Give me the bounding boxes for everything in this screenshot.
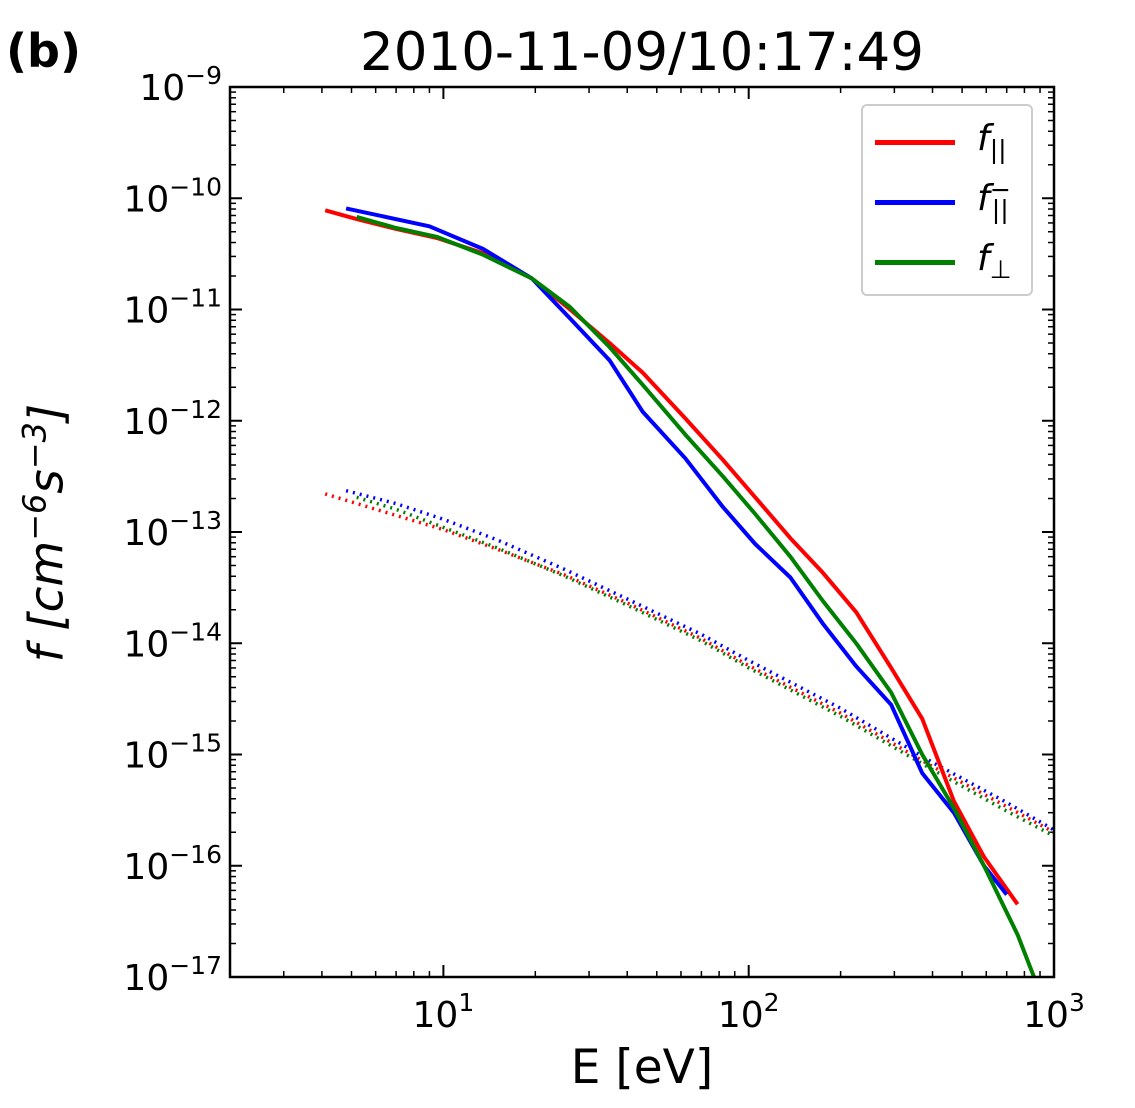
y-tick-label: 10−15 [123, 729, 222, 777]
y-tick-label: 10−9 [139, 61, 222, 109]
x-tick-label: 102 [718, 988, 780, 1036]
panel-label: (b) [6, 24, 81, 78]
tick-label-layer: 101 102 103 10−9 10−10 10−11 10−12 10−13 10−14 10… [123, 61, 1084, 1036]
series-line-dotted-0000ff [345, 489, 1054, 832]
legend-item-f-parallel-minus: f − || [875, 172, 1025, 232]
legend-label-f-parallel-minus: f − || [977, 174, 1011, 224]
y-tick-label: 10−14 [123, 617, 222, 665]
series-line-solid-0000ff [345, 206, 1009, 896]
legend-label-f-perp: f⊥ [977, 238, 1012, 285]
legend-swatch-red [875, 140, 955, 145]
x-tick-label: 103 [1023, 988, 1085, 1036]
series-line-solid-ff0000 [324, 208, 1020, 906]
legend-label-f-parallel: f|| [977, 118, 1007, 165]
legend-item-f-perp: f⊥ [875, 232, 1025, 292]
legend-item-f-parallel: f|| [875, 112, 1025, 172]
legend: f|| f − || f⊥ [861, 104, 1033, 296]
y-tick-label: 10−10 [123, 172, 222, 220]
legend-swatch-green [875, 260, 955, 265]
series-layer [324, 206, 1054, 977]
y-tick-label: 10−12 [123, 395, 222, 443]
chart-title: 2010-11-09/10:17:49 [360, 22, 924, 83]
y-tick-label: 10−16 [123, 840, 222, 888]
y-tick-label: 10−17 [123, 951, 222, 999]
x-axis-label: E [eV] [570, 1040, 714, 1095]
y-tick-label: 10−11 [123, 284, 222, 332]
plot-frame [228, 85, 1056, 979]
legend-swatch-blue [875, 200, 955, 205]
y-tick-label: 10−13 [123, 506, 222, 554]
x-tick-label: 101 [413, 988, 475, 1036]
y-axis-label: f [cm−6s−3] [15, 403, 75, 663]
series-line-solid-008000 [356, 214, 1036, 977]
